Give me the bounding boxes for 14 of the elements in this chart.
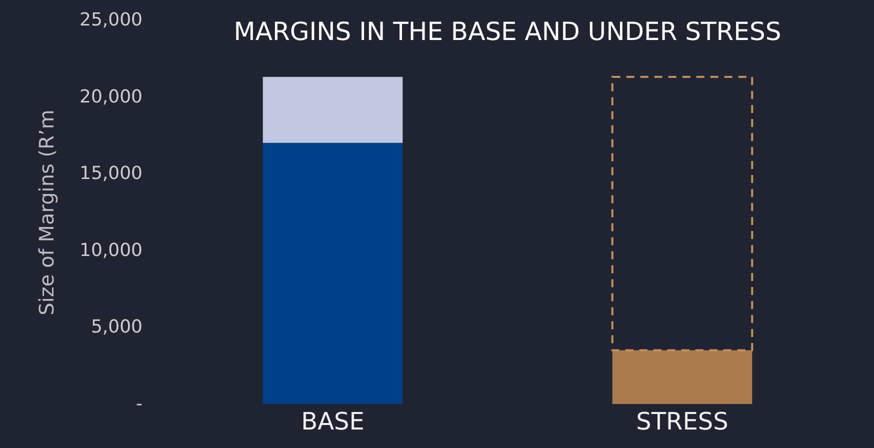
y-tick-label: 25,000 — [80, 10, 142, 30]
bar — [262, 76, 403, 143]
y-axis-title: Size of Margins (R’m — [34, 110, 59, 316]
x-tick-label: STRESS — [636, 408, 728, 436]
chart-title: MARGINS IN THE BASE AND UNDER STRESS — [234, 17, 782, 46]
bar — [611, 76, 754, 352]
bar — [612, 350, 752, 404]
y-tick-label: 15,000 — [80, 163, 142, 184]
y-tick-label: 20,000 — [80, 86, 142, 108]
x-tick-label: BASE — [301, 408, 364, 436]
bar — [262, 142, 403, 404]
y-tick-label: 5,000 — [90, 316, 142, 338]
y-tick-label: - — [136, 394, 142, 414]
y-tick-label: 10,000 — [80, 240, 142, 261]
